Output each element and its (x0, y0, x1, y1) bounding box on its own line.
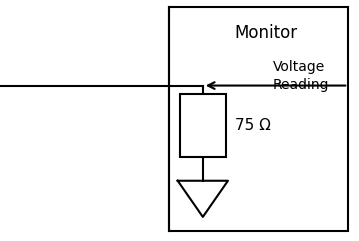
Text: Voltage
Reading: Voltage Reading (273, 60, 329, 92)
Bar (169, 7, 348, 231)
Text: Monitor: Monitor (234, 24, 297, 42)
Bar (180, 94, 226, 157)
Text: 75 Ω: 75 Ω (235, 118, 271, 133)
